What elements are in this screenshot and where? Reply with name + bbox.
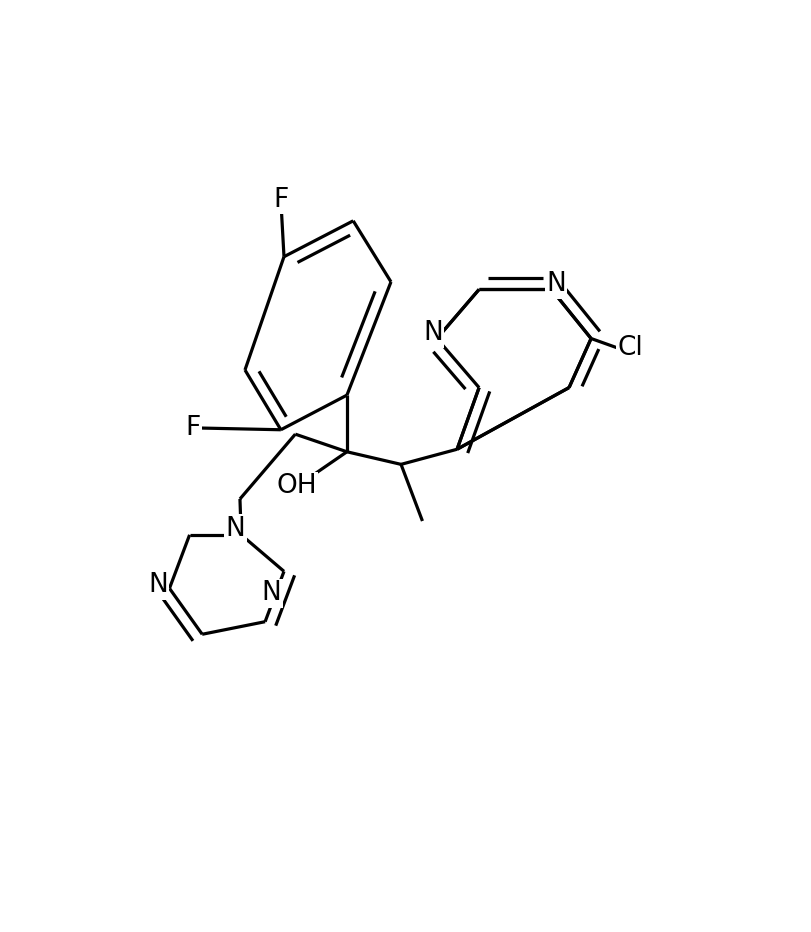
Text: N: N	[545, 271, 565, 297]
Text: OH: OH	[276, 473, 316, 500]
Text: N: N	[148, 572, 168, 598]
Text: N: N	[225, 515, 245, 541]
Text: Cl: Cl	[617, 335, 642, 361]
Text: F: F	[185, 415, 200, 441]
Text: F: F	[272, 187, 288, 213]
Text: N: N	[261, 581, 281, 607]
Text: N: N	[423, 321, 443, 347]
